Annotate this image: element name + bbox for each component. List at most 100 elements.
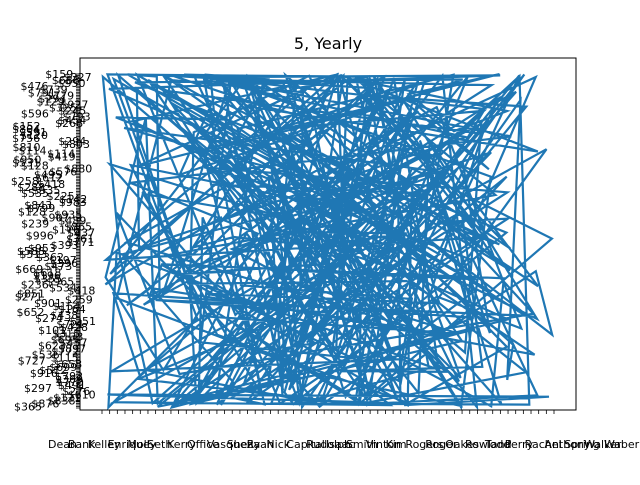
y-tick-label: $876 <box>31 397 59 410</box>
y-tick-label: $473 <box>44 260 72 273</box>
y-tick-label: $239 <box>21 217 49 230</box>
y-tick-label: $369 <box>55 373 83 386</box>
y-tick-label: $393 <box>51 239 79 252</box>
y-tick-label: $164 <box>58 303 86 316</box>
y-tick-label: $276 <box>62 385 90 398</box>
y-tick-label: $771 <box>67 236 95 249</box>
x-tick-label: Vinton <box>366 438 401 451</box>
y-tick-label: $120 <box>20 129 48 142</box>
series-line <box>101 71 555 411</box>
y-tick-label: $927 <box>60 99 88 112</box>
x-tick-label: Anthony <box>544 438 590 451</box>
y-tick-label: $355 <box>34 272 62 285</box>
y-tick-label: $739 <box>40 83 68 96</box>
y-tick-label: $996 <box>26 230 54 243</box>
y-tick-label: $129 <box>36 95 64 108</box>
y-tick-label: $297 <box>24 382 52 395</box>
x-tick-label: Dean <box>48 438 77 451</box>
y-tick-label: $512 <box>39 364 67 377</box>
y-tick-label: $810 <box>12 141 40 154</box>
x-tick-label: Rachel <box>525 438 562 451</box>
y-tick-label: $536 <box>32 349 60 362</box>
y-tick-label: $803 <box>62 138 90 151</box>
y-tick-label: $965 <box>46 275 74 288</box>
x-tick-label: Enrique <box>108 438 150 451</box>
y-tick-label: $365 <box>14 400 42 413</box>
y-tick-label: $804 <box>12 123 40 136</box>
y-tick-label: $623 <box>38 339 66 352</box>
y-tick-label: $101 <box>38 324 66 337</box>
x-tick-label: Oakes <box>445 438 479 451</box>
y-tick-label: $897 <box>58 343 86 356</box>
y-tick-label: $531 <box>12 156 40 169</box>
y-tick-label: $950 <box>13 153 41 166</box>
y-tick-label: $658 <box>54 358 82 371</box>
y-tick-label: $133 <box>55 330 83 343</box>
x-tick-label: Roger <box>425 438 458 451</box>
y-tick-label: $534 <box>49 282 77 295</box>
y-tick-label: $588 <box>17 245 45 258</box>
y-tick-label: $315 <box>52 327 80 340</box>
y-tick-label: $268 <box>55 117 83 130</box>
y-tick-label: $792 <box>55 370 83 383</box>
x-tick-label: Isaac <box>326 438 355 451</box>
y-tick-label: $727 <box>18 355 46 368</box>
y-tick-label: $953 <box>28 242 56 255</box>
y-tick-label: $756 <box>12 132 40 145</box>
y-tick-label: $152 <box>13 120 41 133</box>
y-tick-label: $197 <box>49 254 77 267</box>
y-tick-label: $779 <box>46 89 74 102</box>
y-tick-label: $362 <box>36 251 64 264</box>
y-tick-label: $288 <box>17 181 45 194</box>
y-tick-label: $596 <box>21 108 49 121</box>
y-tick-label: $576 <box>49 166 77 179</box>
y-tick-label: $418 <box>67 285 95 298</box>
y-tick-label: $128 <box>18 205 46 218</box>
y-tick-label: $880 <box>64 163 92 176</box>
x-tick-label: Ryan <box>247 438 274 451</box>
y-tick-label: $419 <box>48 150 76 163</box>
x-tick-label: Waber <box>604 438 640 451</box>
y-tick-label: $618 <box>33 266 61 279</box>
x-tick-label: Bank <box>68 438 96 451</box>
chart-title: 5, Yearly <box>294 34 362 53</box>
y-tick-label: $799 <box>27 202 55 215</box>
x-tick-label: Seth <box>147 438 172 451</box>
y-tick-label: $294 <box>38 92 66 105</box>
y-tick-label: $437 <box>67 227 95 240</box>
x-tick-label: Smith <box>346 438 378 451</box>
y-tick-label: $770 <box>56 376 84 389</box>
y-axis: $159$327$688$950$476$739$791$779$294$129… <box>11 68 96 413</box>
y-tick-label: $907 <box>41 211 69 224</box>
y-tick-label: $669 <box>15 263 43 276</box>
y-tick-label: $196 <box>33 269 61 282</box>
y-tick-label: $489 <box>58 214 86 227</box>
x-tick-label: Rudolph <box>306 438 351 451</box>
x-tick-label: Kelley <box>88 438 121 451</box>
y-tick-label: $236 <box>21 278 49 291</box>
x-tick-label: Nick <box>266 438 290 451</box>
y-tick-label: $114 <box>47 147 75 160</box>
y-tick-label: $865 <box>64 221 92 234</box>
y-tick-label: $259 <box>65 294 93 307</box>
y-tick-label: $695 <box>51 333 79 346</box>
y-tick-label: $327 <box>64 71 92 84</box>
x-tick-label: Office <box>187 438 219 451</box>
y-tick-label: $652 <box>16 306 44 319</box>
y-tick-label: $793 <box>63 111 91 124</box>
x-axis: DeanBankKelleyEnriqueMollySethKerryOffic… <box>48 410 640 451</box>
y-tick-label: $225 <box>47 190 75 203</box>
y-tick-label: $325 <box>49 102 77 115</box>
y-tick-label: $772 <box>51 346 79 359</box>
x-tick-label: Vasquez <box>207 438 253 451</box>
y-tick-label: $851 <box>17 288 45 301</box>
y-tick-label: $612 <box>35 172 63 185</box>
series-layer <box>101 71 555 411</box>
y-tick-label: $721 <box>56 318 84 331</box>
x-tick-label: Sheila <box>227 438 261 451</box>
y-tick-label: $838 <box>48 394 76 407</box>
y-tick-label: $983 <box>59 196 87 209</box>
y-tick-label: $935 <box>54 208 82 221</box>
x-tick-label: Molly <box>127 438 156 451</box>
x-tick-label: Perry <box>505 438 534 451</box>
